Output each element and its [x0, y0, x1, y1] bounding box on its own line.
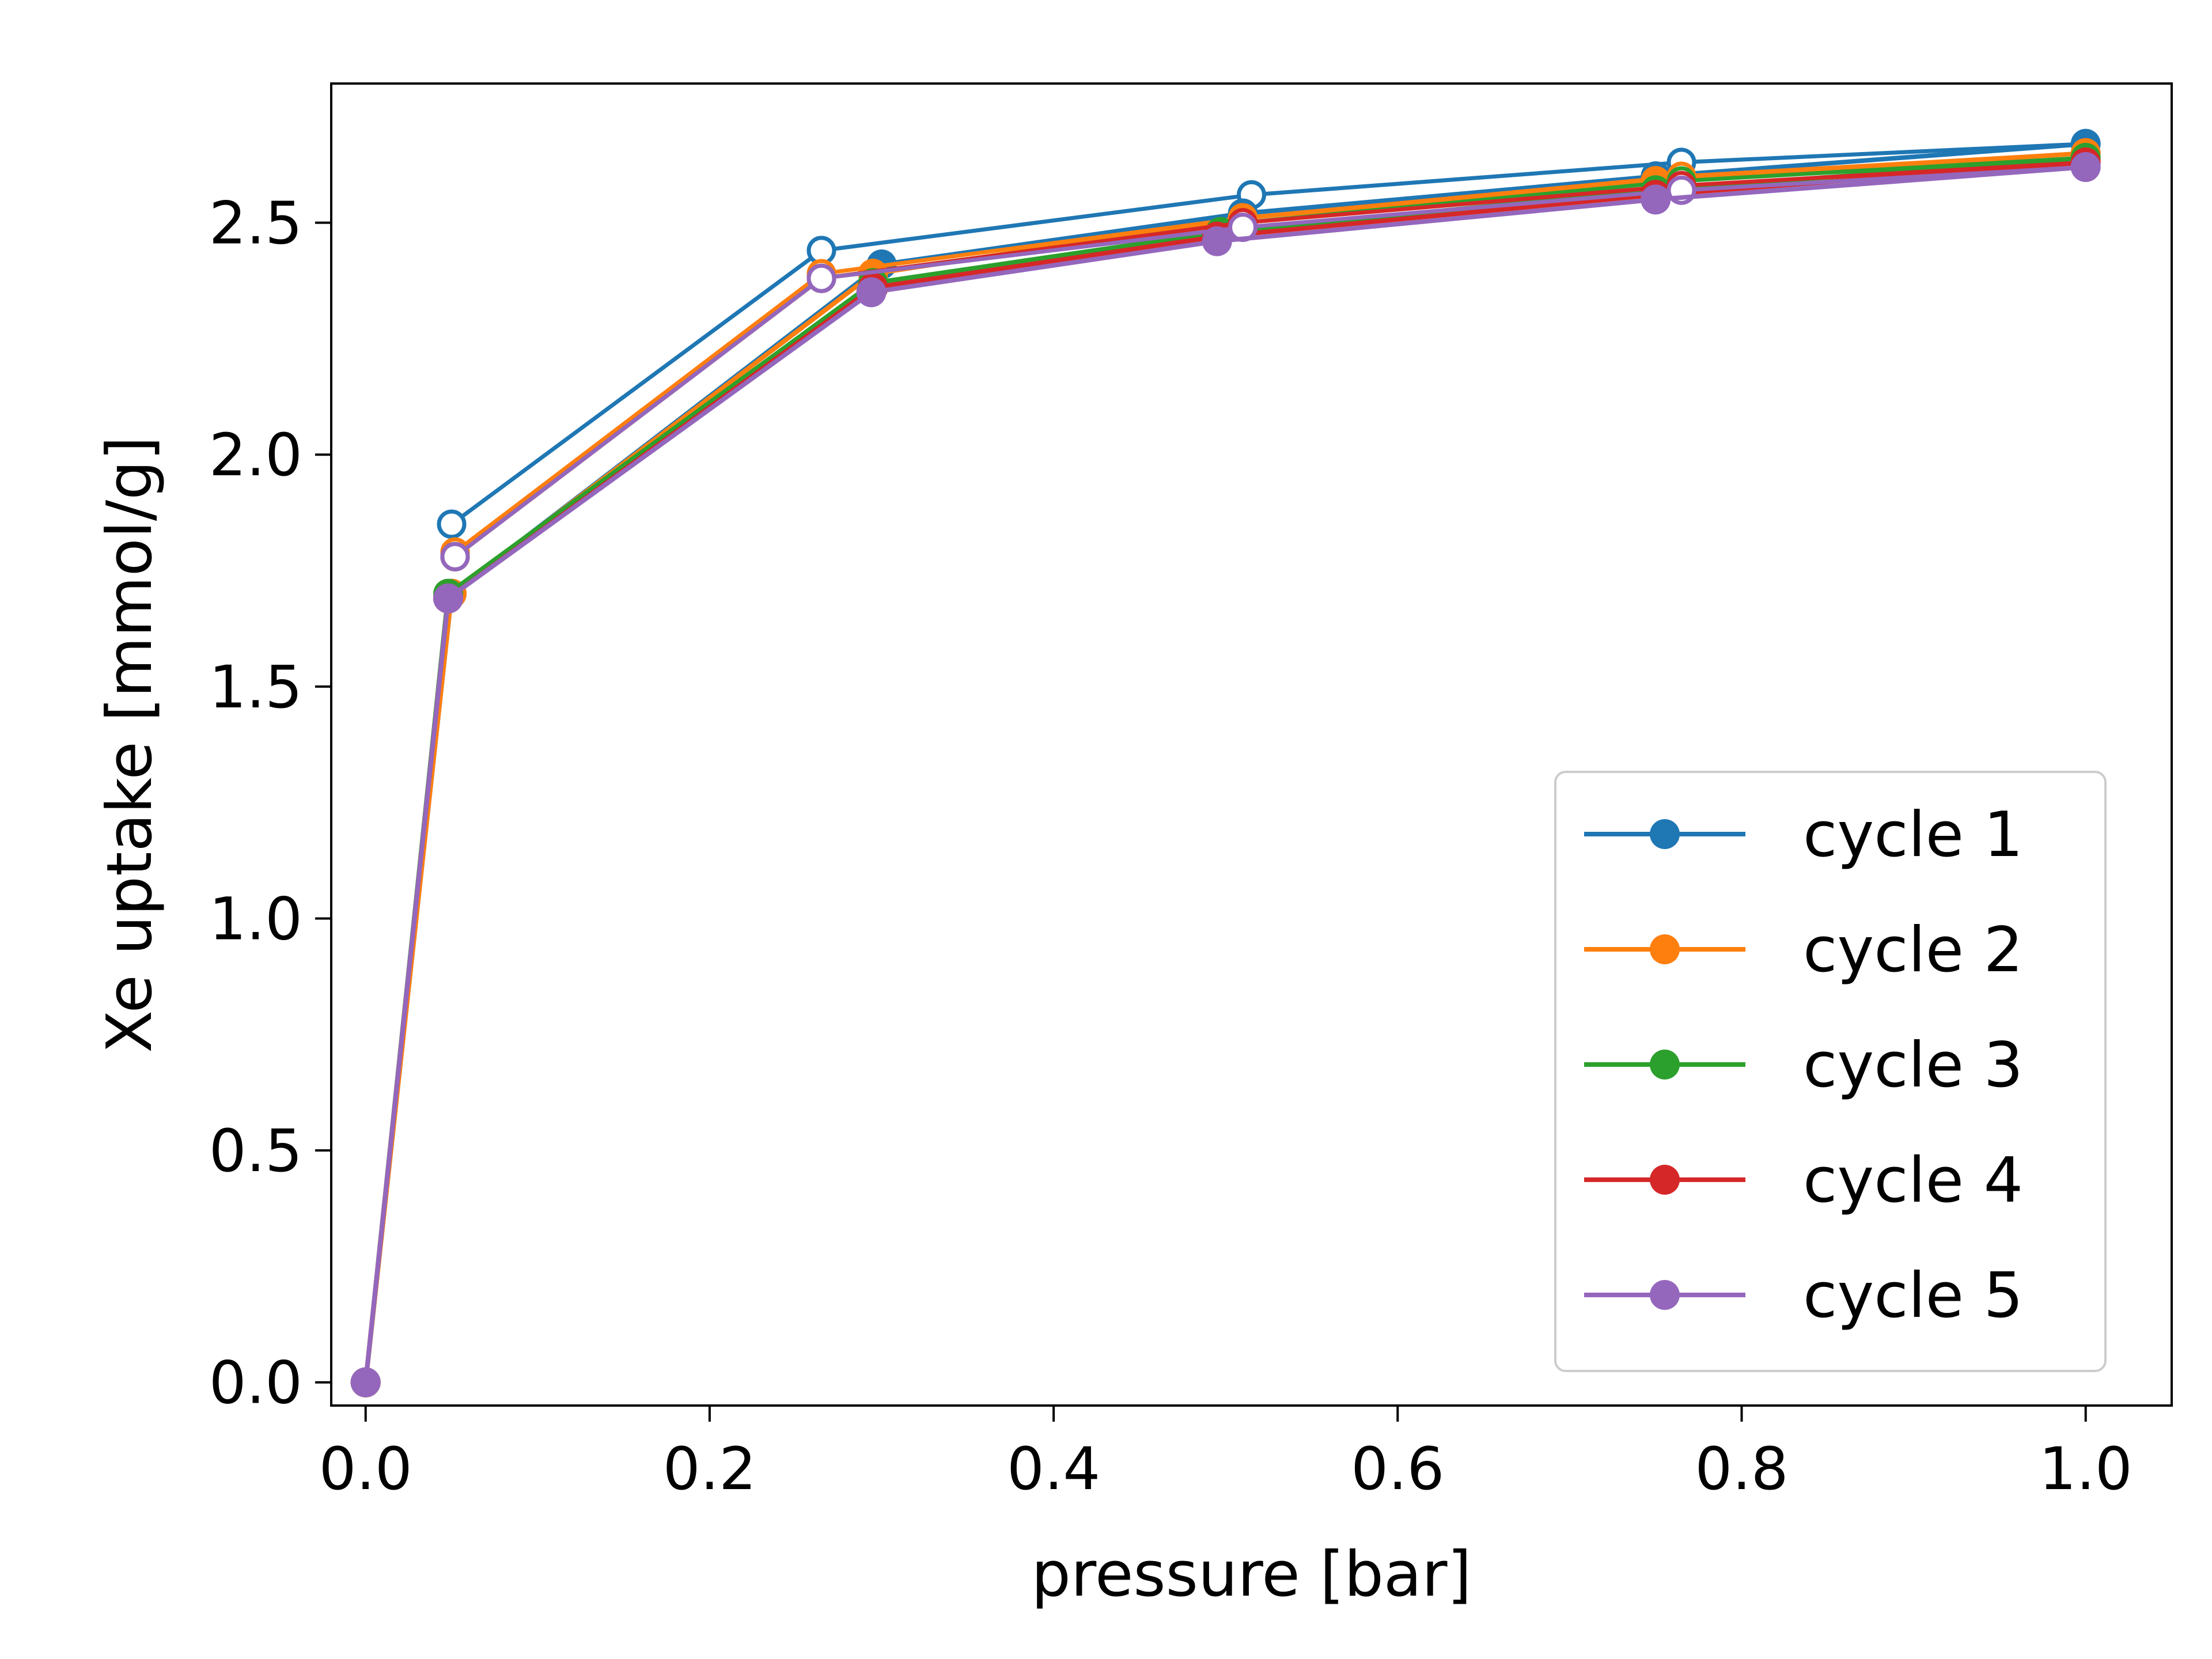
legend-marker-cycle-1 [1650, 819, 1680, 849]
cycle-5-adsorption-point [350, 1367, 381, 1397]
y-tick-label: 1.5 [209, 653, 302, 722]
x-tick-label: 0.6 [1351, 1435, 1444, 1503]
x-tick-label: 1.0 [2039, 1435, 2133, 1503]
plot-area [350, 128, 2101, 1397]
cycle-5-desorption-point [806, 263, 836, 293]
legend: cycle 1 cycle 2 cycle 3 cycle 4 cycle 5 [1554, 771, 2107, 1372]
cycle-5-desorption-point [440, 541, 470, 571]
y-tick-label: 0.5 [209, 1117, 302, 1185]
legend-marker-cycle-2 [1650, 934, 1680, 964]
legend-label-cycle-5: cycle 5 [1803, 1260, 2023, 1332]
legend-marker-cycle-5 [1650, 1280, 1680, 1310]
y-tick-label: 2.0 [209, 421, 302, 490]
axes-frame [330, 82, 2173, 1407]
y-axis-title: Xe uptake [mmol/g] [94, 436, 166, 1053]
cycle-5-adsorption-point [2070, 151, 2101, 182]
legend-label-cycle-3: cycle 3 [1803, 1029, 2023, 1101]
y-tick-label: 0.0 [209, 1349, 302, 1418]
legend-label-cycle-4: cycle 4 [1803, 1145, 2023, 1217]
x-tick-label: 0.0 [319, 1435, 412, 1503]
x-axis-title: pressure [bar] [1031, 1539, 1471, 1611]
cycle-5-adsorption-point [1641, 184, 1671, 215]
x-tick-label: 0.2 [663, 1435, 756, 1503]
legend-marker-cycle-3 [1650, 1050, 1680, 1080]
cycle-1-desorption-point [437, 509, 467, 539]
y-tick-label: 2.5 [209, 190, 302, 258]
x-tick-label: 0.4 [1007, 1435, 1100, 1503]
y-tick-label: 1.0 [209, 885, 302, 953]
legend-box [1554, 771, 2107, 1372]
legend-label-cycle-2: cycle 2 [1803, 914, 2023, 986]
x-tick-label: 0.8 [1695, 1435, 1788, 1503]
cycle-5-adsorption-point [1202, 226, 1232, 256]
legend-marker-cycle-4 [1650, 1165, 1680, 1195]
cycle-5-adsorption-line [363, 164, 2086, 1383]
legend-label-cycle-1: cycle 1 [1803, 799, 2023, 871]
axis-ticks: 0.0 0.2 0.4 0.6 0.8 1.0 0.0 0.5 1.0 1.5 2.0 2.5 [209, 190, 2133, 1503]
cycle-5-adsorption-point [856, 277, 887, 308]
cycle-5-adsorption-point [433, 583, 464, 613]
